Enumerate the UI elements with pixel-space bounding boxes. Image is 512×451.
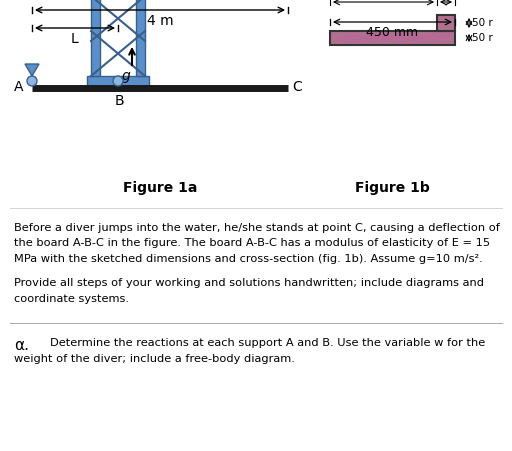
Bar (330, 31, 455, 45)
Polygon shape (25, 64, 39, 76)
Text: weight of the diver; include a free-body diagram.: weight of the diver; include a free-body… (14, 354, 295, 364)
Circle shape (113, 76, 123, 86)
Text: g: g (122, 69, 131, 83)
Text: B: B (114, 94, 124, 108)
Text: A: A (14, 80, 24, 94)
Text: 50 r: 50 r (472, 33, 493, 43)
Text: L: L (71, 32, 79, 46)
Text: the board A-B-C in the figure. The board A-B-C has a modulus of elasticity of E : the board A-B-C in the figure. The board… (14, 239, 490, 249)
Bar (91, 0, 100, 76)
Text: Figure 1b: Figure 1b (355, 181, 430, 195)
Text: MPa with the sketched dimensions and cross-section (fig. 1b). Assume g=10 m/s².: MPa with the sketched dimensions and cro… (14, 254, 483, 264)
Text: 50 r: 50 r (472, 18, 493, 28)
Text: Figure 1a: Figure 1a (123, 181, 197, 195)
Circle shape (27, 76, 37, 86)
Text: 450 mm: 450 mm (367, 27, 419, 40)
Text: 4 m: 4 m (146, 14, 174, 28)
Bar (87, 76, 149, 86)
Text: Before a diver jumps into the water, he/she stands at point C, causing a deflect: Before a diver jumps into the water, he/… (14, 223, 500, 233)
Text: coordinate systems.: coordinate systems. (14, 294, 129, 304)
Text: C: C (292, 80, 302, 94)
Text: α.: α. (14, 338, 29, 353)
Text: Determine the reactions at each support A and B. Use the variable w for the: Determine the reactions at each support … (50, 338, 485, 348)
Text: Provide all steps of your working and solutions handwritten; include diagrams an: Provide all steps of your working and so… (14, 278, 484, 288)
Bar (136, 0, 145, 76)
Bar (437, 15, 455, 31)
